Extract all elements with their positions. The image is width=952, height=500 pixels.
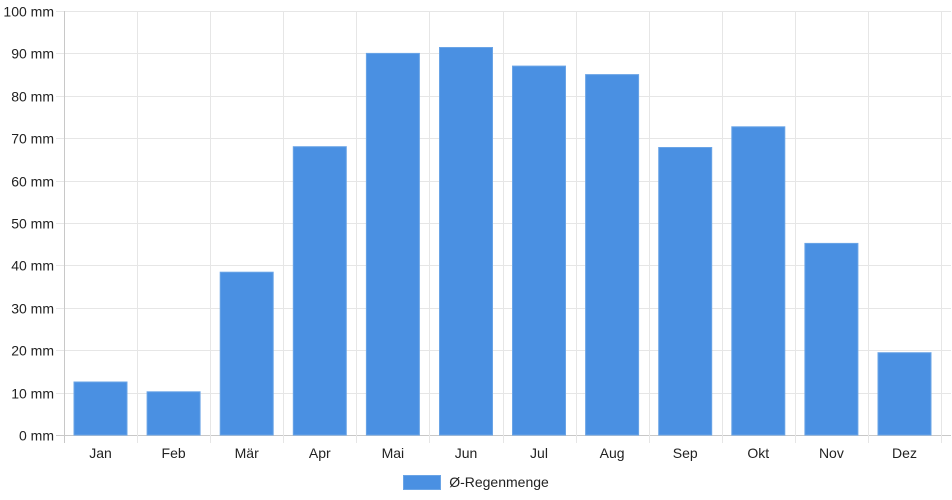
y-tick-label: 0 mm xyxy=(19,428,54,444)
bar-mai xyxy=(365,52,420,436)
bar-sep xyxy=(658,147,713,436)
y-tick-label: 50 mm xyxy=(11,216,54,232)
y-tick-label: 70 mm xyxy=(11,131,54,147)
x-tick-label: Feb xyxy=(162,445,186,461)
bar-jul xyxy=(512,65,566,436)
x-tick-label: Jun xyxy=(455,445,478,461)
y-tick-label: 10 mm xyxy=(11,386,54,402)
bar-aug xyxy=(585,74,640,436)
bar-apr xyxy=(292,146,347,436)
legend-label[interactable]: Ø-Regenmenge xyxy=(449,474,549,490)
bar-dez xyxy=(877,352,932,436)
x-tick-label: Okt xyxy=(747,445,769,461)
legend[interactable]: Ø-Regenmenge xyxy=(0,472,952,492)
legend-swatch[interactable] xyxy=(403,474,442,490)
bar-jan xyxy=(73,381,128,436)
x-tick-label: Dez xyxy=(892,445,917,461)
y-tick-label: 30 mm xyxy=(11,301,54,317)
x-tick-label: Nov xyxy=(819,445,844,461)
y-tick-label: 60 mm xyxy=(11,174,54,190)
grid-lines xyxy=(56,11,951,443)
y-tick-label: 20 mm xyxy=(11,343,54,359)
x-tick-label: Aug xyxy=(600,445,625,461)
x-axis-tick-labels: Jan Feb Mär Apr Mai Jun Jul Aug Sep Okt Nov Dez xyxy=(89,445,917,461)
bar-jun xyxy=(439,47,493,436)
bar-feb xyxy=(146,391,201,436)
x-tick-label: Apr xyxy=(309,445,331,461)
x-tick-label: Jul xyxy=(530,445,548,461)
bars xyxy=(73,47,932,436)
bar-nov xyxy=(804,242,859,436)
y-tick-label: 100 mm xyxy=(3,4,54,20)
y-axis-tick-labels: 0 mm 10 mm 20 mm 30 mm 40 mm 50 mm 60 mm 70 mm 8… xyxy=(3,4,54,444)
y-tick-label: 80 mm xyxy=(11,89,54,105)
y-tick-label: 90 mm xyxy=(11,46,54,62)
bar-mär xyxy=(219,271,274,436)
x-tick-label: Jan xyxy=(89,445,112,461)
bar-chart: 0 mm 10 mm 20 mm 30 mm 40 mm 50 mm 60 mm 70 mm 8… xyxy=(3,4,951,461)
y-tick-label: 40 mm xyxy=(11,258,54,274)
x-tick-label: Mär xyxy=(235,445,259,461)
bar-okt xyxy=(731,126,786,436)
x-tick-label: Sep xyxy=(673,445,698,461)
x-tick-label: Mai xyxy=(382,445,405,461)
